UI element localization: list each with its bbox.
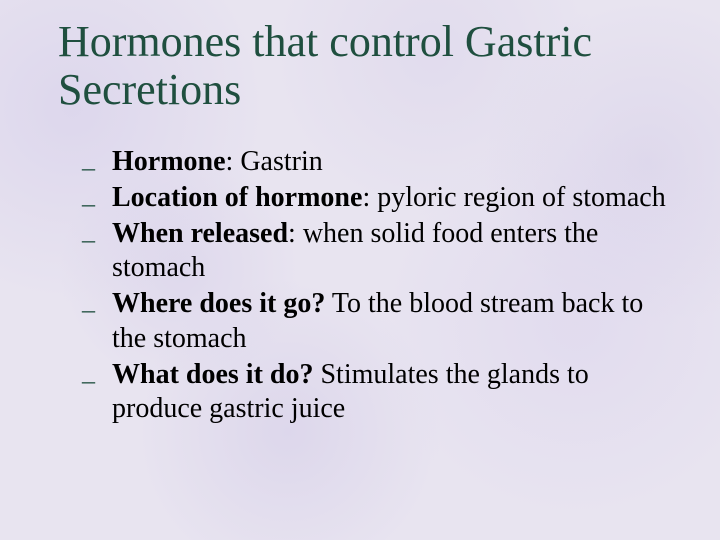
- list-item: Location of hormone: pyloric region of s…: [82, 181, 680, 215]
- list-item: Where does it go? To the blood stream ba…: [82, 287, 680, 355]
- bullet-label: Where does it go?: [112, 288, 325, 319]
- bullet-label: What does it do?: [112, 359, 313, 390]
- slide-title: Hormones that control Gastric Secretions: [58, 18, 680, 115]
- list-item: When released: when solid food enters th…: [82, 217, 680, 285]
- bullet-sep: :: [362, 182, 377, 213]
- bullet-label: When released: [112, 218, 288, 249]
- list-item: What does it do? Stimulates the glands t…: [82, 358, 680, 426]
- bullet-value: pyloric region of stomach: [377, 182, 665, 213]
- bullet-sep: :: [226, 146, 241, 177]
- slide-container: Hormones that control Gastric Secretions…: [0, 0, 720, 540]
- list-item: Hormone: Gastrin: [82, 145, 680, 179]
- bullet-label: Location of hormone: [112, 182, 362, 213]
- bullet-list: Hormone: Gastrin Location of hormone: py…: [58, 145, 680, 426]
- bullet-label: Hormone: [112, 146, 226, 177]
- bullet-value: Gastrin: [240, 146, 322, 177]
- bullet-sep: :: [288, 218, 303, 249]
